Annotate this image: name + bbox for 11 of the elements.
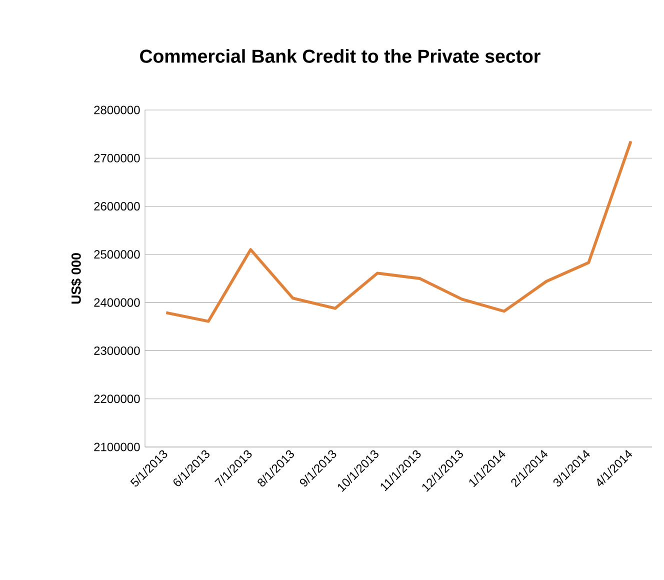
y-tick-label: 2200000	[94, 394, 140, 404]
y-tick-label: 2300000	[94, 346, 140, 355]
line-series	[164, 140, 632, 323]
y-tick-label: 2400000	[94, 298, 140, 307]
y-axis-title: US$ 000	[70, 253, 82, 304]
chart-title: Commercial Bank Credit to the Private sector	[140, 49, 540, 63]
y-tick-label: 2700000	[94, 154, 140, 162]
y-tick-label: 2600000	[94, 202, 140, 211]
y-tick-label: 2800000	[94, 106, 140, 114]
y-tick-label: 2500000	[94, 250, 140, 259]
y-tick-label: 2100000	[94, 442, 140, 452]
